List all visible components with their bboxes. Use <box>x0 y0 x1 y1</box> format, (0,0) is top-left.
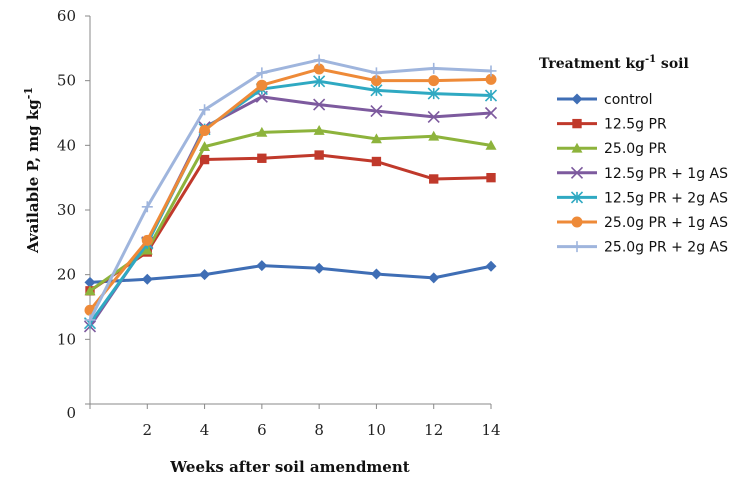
marker-x <box>570 166 584 179</box>
legend-label: 25.0g PR <box>604 141 667 157</box>
marker-plus <box>84 314 96 326</box>
x-tick-label: 12 <box>424 421 443 439</box>
x-axis-title: Weeks after soil amendment <box>169 458 409 476</box>
series-line <box>88 67 492 312</box>
marker-square <box>314 150 324 160</box>
series-1 <box>84 260 497 288</box>
marker-diamond <box>428 272 440 284</box>
series-line <box>89 153 492 293</box>
legend-item: 25.0g PR <box>557 141 667 157</box>
marker-triangle <box>485 139 497 150</box>
marker-diamond <box>370 268 382 280</box>
marker-star <box>370 84 383 97</box>
axis-titles: Weeks after soil amendment Available P, m… <box>22 87 410 476</box>
marker-square <box>199 154 210 165</box>
legend: Treatment kg-1 soil control 12.5g PR 25.0g … <box>539 54 728 256</box>
legend-item: control <box>557 92 653 108</box>
marker-x <box>427 110 440 123</box>
marker-circle <box>313 63 325 75</box>
marker-plus <box>485 65 497 77</box>
y-tick-label: 50 <box>57 72 76 90</box>
legend-item: 25.0g PR + 2g AS <box>557 240 728 256</box>
x-tick-label: 10 <box>367 421 386 439</box>
series-7 <box>84 54 497 326</box>
marker-diamond <box>313 262 325 274</box>
y-tick-label: 0 <box>66 404 76 422</box>
marker-circle <box>370 75 382 87</box>
marker-circle <box>256 79 268 91</box>
x-tick-label: 4 <box>200 421 210 439</box>
legend-item: 12.5g PR <box>557 117 667 133</box>
marker-triangle <box>428 130 440 141</box>
marker-circle <box>571 216 583 228</box>
legend-label: 25.0g PR + 1g AS <box>604 215 728 231</box>
marker-square <box>371 156 382 167</box>
marker-star <box>427 87 440 100</box>
marker-triangle <box>84 285 96 296</box>
marker-square <box>257 153 267 163</box>
legend-label: 12.5g PR <box>604 117 667 133</box>
marker-star <box>570 191 584 204</box>
marker-triangle <box>141 244 153 255</box>
marker-square <box>572 118 582 129</box>
marker-plus <box>313 54 325 66</box>
marker-triangle <box>256 126 268 137</box>
marker-circle <box>428 75 440 87</box>
marker-plus <box>141 201 153 213</box>
marker-circle <box>485 73 497 85</box>
y-tick-label: 40 <box>57 136 76 154</box>
series-3 <box>84 124 497 296</box>
x-tick-label: 6 <box>257 421 267 439</box>
marker-square <box>486 172 496 183</box>
marker-diamond <box>141 273 153 285</box>
marker-x <box>370 104 383 118</box>
marker-x <box>484 106 498 120</box>
marker-triangle <box>313 124 325 135</box>
axes: 0 10 20 30 40 50 60 2 4 6 8 10 12 14 <box>57 7 501 439</box>
series-6 <box>84 63 497 316</box>
marker-star <box>484 89 498 102</box>
marker-plus <box>256 67 268 79</box>
marker-triangle <box>199 141 211 152</box>
series-line <box>88 58 492 321</box>
marker-x <box>313 98 326 111</box>
marker-diamond <box>571 93 583 105</box>
legend-label: 12.5g PR + 1g AS <box>604 166 728 182</box>
marker-circle <box>141 234 153 246</box>
y-tick-label: 20 <box>57 266 76 284</box>
x-tick-label: 14 <box>481 421 500 439</box>
marker-diamond <box>199 269 211 281</box>
marker-plus <box>571 241 583 253</box>
marker-triangle <box>370 133 382 144</box>
series-line <box>89 264 492 284</box>
legend-title: Treatment kg-1 soil <box>539 54 689 72</box>
y-tick-label: 10 <box>57 330 76 348</box>
marker-diamond <box>84 276 96 288</box>
series-layer <box>83 54 498 333</box>
marker-square <box>429 174 439 184</box>
marker-diamond <box>256 260 268 272</box>
legend-item: 25.0g PR + 1g AS <box>557 215 728 231</box>
x-tick-label: 2 <box>143 421 153 439</box>
marker-plus <box>428 62 440 74</box>
y-tick-label: 30 <box>57 201 76 219</box>
marker-plus <box>370 67 382 79</box>
legend-item: 12.5g PR + 2g AS <box>557 190 728 206</box>
legend-label: 12.5g PR + 2g AS <box>604 190 728 206</box>
marker-star <box>313 75 326 88</box>
y-axis-title: Available P, mg kg-1 <box>22 87 42 254</box>
legend-label: 25.0g PR + 2g AS <box>604 240 728 256</box>
legend-item: 12.5g PR + 1g AS <box>557 166 728 182</box>
legend-label: control <box>604 92 653 108</box>
series-5 <box>83 75 498 330</box>
marker-diamond <box>485 260 497 272</box>
marker-circle <box>199 124 211 136</box>
marker-triangle <box>571 142 583 153</box>
y-tick-label: 60 <box>57 7 76 25</box>
series-line <box>89 128 492 293</box>
marker-plus <box>199 104 211 116</box>
x-tick-label: 8 <box>314 421 324 439</box>
